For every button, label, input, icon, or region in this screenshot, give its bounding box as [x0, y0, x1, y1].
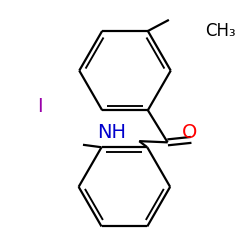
Text: I: I	[37, 97, 43, 116]
Text: CH₃: CH₃	[205, 22, 236, 40]
Text: NH: NH	[97, 124, 126, 142]
Text: O: O	[182, 124, 197, 142]
